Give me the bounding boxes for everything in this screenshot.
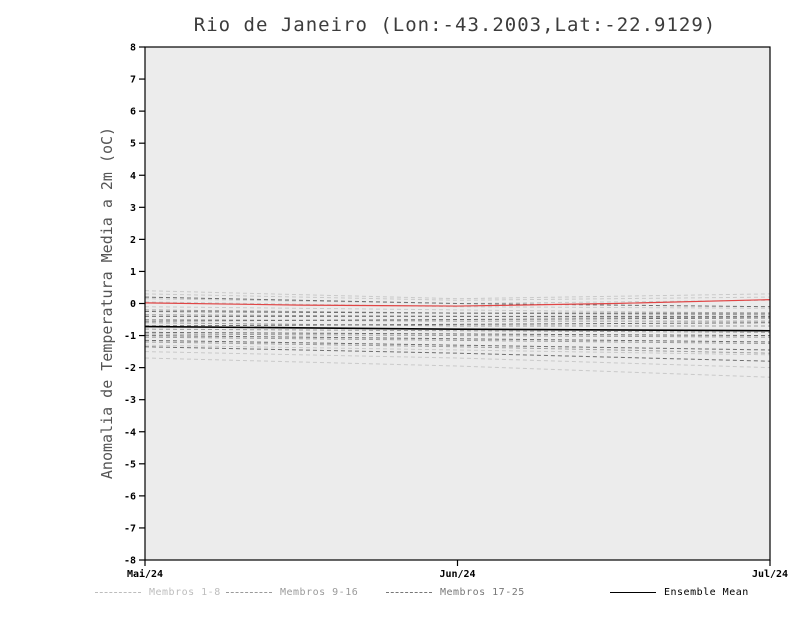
chart-title: Rio de Janeiro (Lon:-43.2003,Lat:-22.912… [193, 14, 717, 36]
x-tick-label: Jul/24 [752, 569, 788, 580]
y-tick-label: 0 [130, 299, 136, 310]
legend-item: Membros 9-16 [226, 587, 358, 598]
ensemble-member-line [144, 314, 771, 319]
x-tick-label: Jun/24 [439, 569, 475, 580]
ensemble-mean-line [144, 325, 771, 332]
ensemble-member-line [144, 346, 771, 362]
y-tick-label: -6 [124, 491, 136, 502]
y-tick-label: 4 [130, 171, 136, 182]
ensemble-member-line [144, 301, 771, 309]
y-axis-label: Anomalia de Temperatura Media a 2m (oC) [98, 126, 116, 480]
ensemble-member-line [144, 339, 771, 351]
ensemble-member-line [144, 306, 771, 314]
ensemble-member-line [144, 335, 771, 343]
legend-label: Ensemble Mean [664, 587, 749, 598]
ensemble-member-line [144, 311, 770, 314]
y-tick-label: -3 [124, 395, 136, 406]
legend: Membros 1-8 Membros 9-16 Membros 17-25 Ense… [0, 583, 800, 605]
ensemble-member-line [144, 309, 771, 316]
ensemble-member-line [144, 351, 771, 369]
ensemble-member-line [144, 341, 771, 354]
legend-item: Membros 17-25 [386, 587, 525, 598]
legend-line-sample [226, 592, 272, 593]
legend-line-sample [386, 592, 432, 593]
y-tick-label: 5 [130, 139, 136, 150]
ensemble-member-line [144, 333, 771, 338]
ensemble-member-line [144, 344, 771, 356]
y-tick-label: 7 [130, 75, 136, 86]
y-tick-label: -1 [124, 331, 136, 342]
ensemble-member-line [144, 296, 771, 308]
y-tick-label: 1 [130, 267, 136, 278]
legend-line-sample [610, 592, 656, 593]
legend-line-sample [95, 592, 141, 593]
y-tick-label: -2 [124, 363, 136, 374]
y-tick-label: -5 [124, 459, 136, 470]
ensemble-member-line [144, 336, 771, 345]
y-tick-label: 6 [130, 107, 136, 118]
y-tick-label: -7 [124, 523, 136, 534]
ensemble-member-line [144, 322, 770, 327]
ensemble-member-line [144, 319, 770, 322]
ensemble-member-line [144, 322, 771, 327]
y-tick-label: -4 [124, 427, 136, 438]
y-tick-label: 2 [130, 235, 136, 246]
legend-label: Membros 17-25 [440, 587, 525, 598]
ensemble-member-line [144, 317, 771, 322]
x-tick-label: Mai/24 [127, 568, 163, 580]
plot-area [145, 47, 770, 560]
y-tick-label: 3 [130, 203, 136, 214]
ensemble-member-line [144, 357, 771, 378]
red-line [144, 299, 771, 307]
ensemble-member-line [144, 293, 771, 301]
y-tick-label: 8 [130, 43, 136, 54]
ensemble-member-line [144, 298, 771, 305]
ensemble-member-line [144, 290, 771, 300]
legend-label: Membros 1-8 [149, 587, 221, 598]
ensemble-member-line [144, 331, 771, 337]
legend-item: Ensemble Mean [610, 587, 749, 598]
ensemble-member-line [144, 328, 771, 333]
y-tick-label: -8 [124, 556, 136, 567]
legend-item: Membros 1-8 [95, 587, 221, 598]
legend-label: Membros 9-16 [280, 587, 359, 598]
